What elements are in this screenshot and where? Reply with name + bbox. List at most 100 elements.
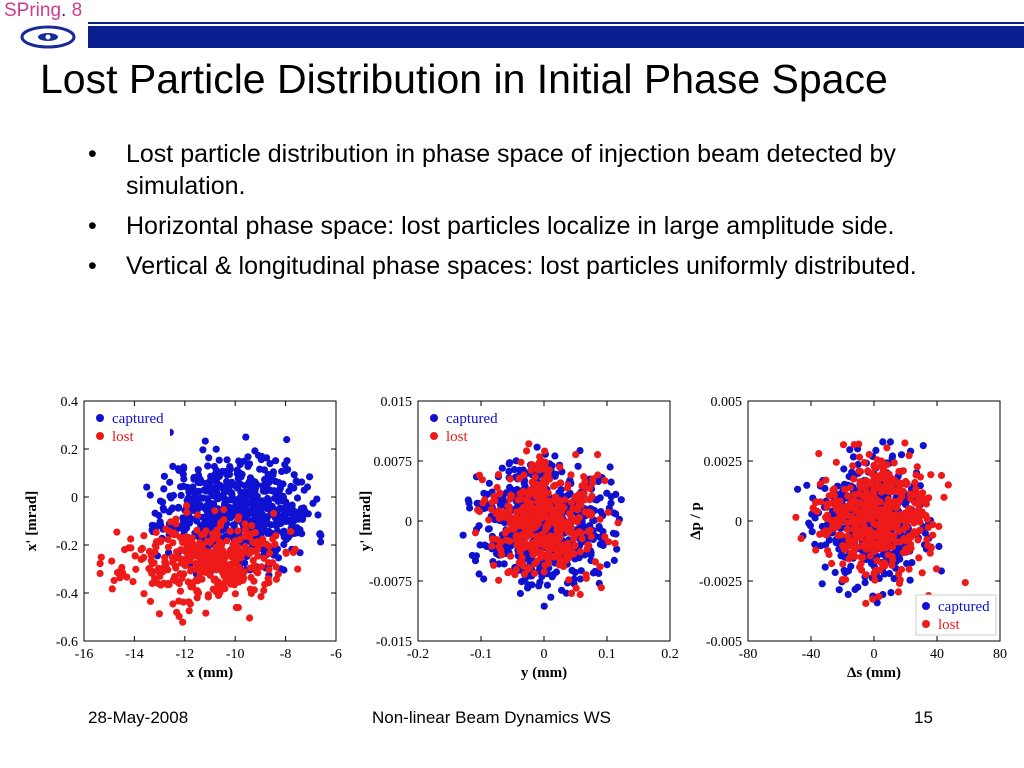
data-point xyxy=(264,470,272,479)
data-point xyxy=(211,507,219,515)
data-point xyxy=(838,576,847,584)
data-point xyxy=(500,560,508,568)
data-point xyxy=(927,471,935,479)
data-point xyxy=(604,538,613,546)
data-point xyxy=(96,560,104,568)
data-point xyxy=(260,554,268,562)
data-point xyxy=(216,482,224,490)
data-point xyxy=(924,541,932,549)
data-point xyxy=(248,547,256,555)
data-point xyxy=(282,548,290,556)
data-point xyxy=(528,508,536,516)
data-point xyxy=(844,492,852,500)
legend-marker xyxy=(96,432,104,440)
data-point xyxy=(580,489,588,497)
data-point xyxy=(309,499,317,507)
data-point xyxy=(834,531,842,540)
data-point xyxy=(851,585,859,594)
data-point xyxy=(475,471,483,479)
data-point xyxy=(524,581,532,589)
data-point xyxy=(892,538,900,546)
data-point xyxy=(617,496,625,504)
data-point xyxy=(177,483,185,491)
data-point xyxy=(896,512,904,520)
data-point xyxy=(485,479,493,487)
data-point xyxy=(237,488,245,496)
data-point xyxy=(822,476,830,484)
data-point xyxy=(317,538,325,546)
data-point xyxy=(535,481,543,489)
data-point xyxy=(527,466,535,474)
data-point xyxy=(554,519,562,527)
data-point xyxy=(612,490,620,498)
data-point xyxy=(294,565,302,573)
bullet-text: Lost particle distribution in phase spac… xyxy=(126,140,896,200)
x-tick-label: -0.1 xyxy=(470,647,492,662)
data-point xyxy=(832,539,840,547)
data-point xyxy=(248,522,256,530)
data-point xyxy=(531,473,539,481)
data-point xyxy=(876,566,884,574)
legend: captured lost xyxy=(424,407,504,447)
data-point xyxy=(157,521,165,529)
data-point xyxy=(861,540,869,548)
data-point xyxy=(247,530,255,538)
data-point xyxy=(816,480,824,488)
data-point xyxy=(567,471,575,479)
data-point xyxy=(110,576,118,585)
x-tick-label: 0 xyxy=(871,647,878,662)
y-tick-label: -0.2 xyxy=(56,539,78,554)
slide-title: Lost Particle Distribution in Initial Ph… xyxy=(40,56,888,102)
data-point xyxy=(903,523,911,531)
data-point xyxy=(586,526,594,534)
data-point xyxy=(547,593,555,601)
x-tick-label: 0.2 xyxy=(661,647,679,662)
data-point xyxy=(538,511,546,519)
data-point xyxy=(271,477,280,485)
data-point xyxy=(168,553,176,561)
data-point xyxy=(556,543,564,551)
data-point xyxy=(170,576,178,584)
data-point xyxy=(475,507,484,516)
data-point xyxy=(132,565,140,573)
data-point xyxy=(261,580,269,589)
data-point xyxy=(584,541,592,549)
data-point xyxy=(196,567,204,575)
data-point xyxy=(495,576,503,584)
plot-frame xyxy=(83,400,337,642)
data-point xyxy=(176,587,185,595)
data-point xyxy=(916,526,924,534)
data-point xyxy=(844,519,852,527)
data-point xyxy=(251,478,259,486)
data-point xyxy=(840,465,848,473)
logo-text: SPring. 8 xyxy=(4,0,83,21)
data-point xyxy=(533,443,541,451)
data-point xyxy=(475,570,483,578)
data-point xyxy=(932,565,941,573)
data-point xyxy=(847,512,856,521)
legend: captured lost xyxy=(915,594,997,636)
data-point xyxy=(204,484,212,492)
chart-vertical-phase-space: -0.2 -0.1 0 0.1 0.2 0.015 0.0075 0 -0.0075 -0.015… xyxy=(352,385,682,690)
data-point xyxy=(297,505,305,513)
data-point xyxy=(565,576,573,584)
data-point xyxy=(840,545,848,553)
data-point xyxy=(883,444,891,452)
data-point xyxy=(127,535,135,543)
data-point xyxy=(498,464,506,472)
data-point xyxy=(148,521,156,529)
data-point xyxy=(521,540,529,548)
data-point xyxy=(812,499,820,507)
data-point xyxy=(532,486,541,495)
data-point xyxy=(577,567,585,575)
data-point xyxy=(183,496,191,504)
data-point xyxy=(575,495,583,503)
y-tick-label: 0.015 xyxy=(381,395,413,410)
data-point xyxy=(164,543,172,551)
data-point xyxy=(229,541,237,549)
data-point xyxy=(855,440,863,448)
data-point xyxy=(895,579,904,587)
data-point xyxy=(872,446,880,454)
data-point xyxy=(533,465,541,473)
data-point xyxy=(925,494,933,502)
